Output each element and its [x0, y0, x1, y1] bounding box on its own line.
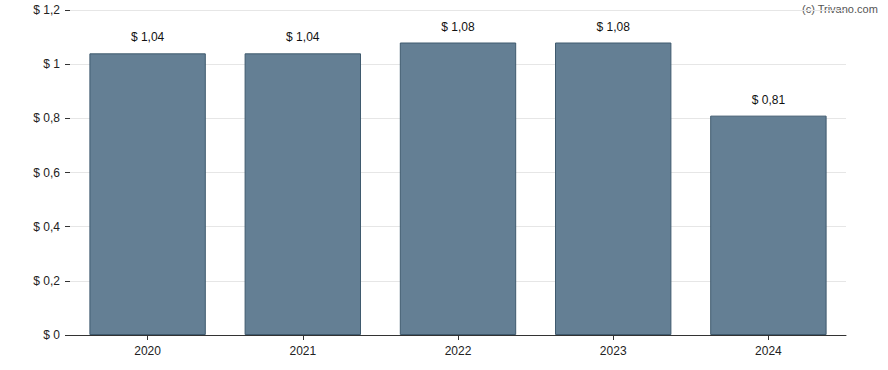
svg-text:2023: 2023: [600, 344, 627, 358]
svg-text:2020: 2020: [134, 344, 161, 358]
svg-text:2024: 2024: [755, 344, 782, 358]
svg-text:$ 0,2: $ 0,2: [33, 274, 60, 288]
svg-text:(c) Trivano.com: (c) Trivano.com: [802, 3, 878, 15]
svg-text:2022: 2022: [445, 344, 472, 358]
svg-text:$ 0,6: $ 0,6: [33, 166, 60, 180]
svg-text:2021: 2021: [289, 344, 316, 358]
svg-text:$ 1,04: $ 1,04: [131, 30, 165, 44]
svg-text:$ 1,08: $ 1,08: [597, 20, 631, 34]
svg-text:$ 0,8: $ 0,8: [33, 111, 60, 125]
svg-text:$ 1,04: $ 1,04: [286, 30, 320, 44]
svg-text:$ 1,08: $ 1,08: [441, 20, 475, 34]
svg-text:$ 1,2: $ 1,2: [33, 3, 60, 17]
svg-text:$ 0,81: $ 0,81: [752, 93, 786, 107]
svg-text:$ 1: $ 1: [43, 57, 60, 71]
svg-text:$ 0: $ 0: [43, 328, 60, 342]
svg-text:$ 0,4: $ 0,4: [33, 220, 60, 234]
